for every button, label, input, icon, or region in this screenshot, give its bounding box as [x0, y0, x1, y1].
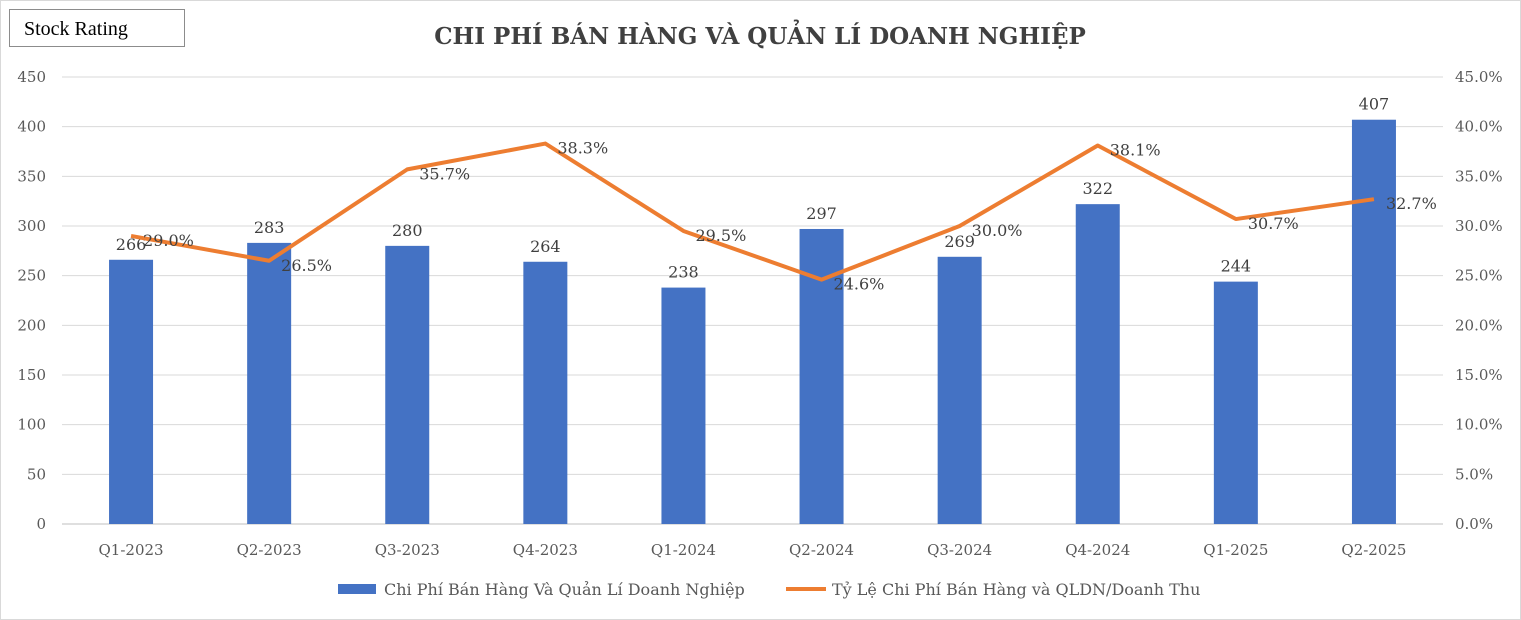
bar: [937, 256, 982, 524]
line-data-label: 26.5%: [281, 256, 332, 275]
legend-label-bar: Chi Phí Bán Hàng Và Quản Lí Doanh Nghiệp: [384, 580, 745, 599]
left-tick-label: 400: [17, 118, 46, 136]
bar: [109, 259, 154, 524]
right-tick-label: 45.0%: [1455, 68, 1503, 86]
x-tick-label: Q4-2023: [513, 541, 578, 559]
bar-data-label: 280: [392, 221, 423, 240]
line-data-label: 32.7%: [1386, 194, 1437, 213]
line-data-label: 29.0%: [143, 231, 194, 250]
legend-label-line: Tỷ Lệ Chi Phí Bán Hàng và QLDN/Doanh Thu: [832, 580, 1200, 599]
right-tick-label: 20.0%: [1455, 316, 1503, 334]
left-axis-ticks: 0 50 100 150 200 250 300 350 400 450: [17, 68, 46, 533]
x-tick-label: Q4-2024: [1065, 541, 1130, 559]
left-tick-label: 100: [17, 416, 46, 434]
bar: [247, 242, 292, 525]
line-data-label: 29.5%: [695, 226, 746, 245]
right-tick-label: 30.0%: [1455, 217, 1503, 235]
stock-rating-badge[interactable]: Stock Rating: [9, 9, 185, 47]
gridlines: [62, 76, 1443, 525]
bar-series: 266 283 280 264 238 297 269 322 244 407: [109, 95, 1396, 525]
bar-data-label: 407: [1359, 95, 1390, 114]
line-series: 29.0% 26.5% 35.7% 38.3% 29.5% 24.6% 30.0% 38.1%…: [130, 139, 1437, 294]
x-tick-label: Q2-2024: [789, 541, 854, 559]
x-tick-label: Q2-2025: [1341, 541, 1406, 559]
x-tick-label: Q1-2023: [99, 541, 164, 559]
left-tick-label: 50: [27, 465, 46, 483]
left-tick-label: 150: [17, 366, 46, 384]
line-data-label: 24.6%: [834, 275, 885, 294]
left-tick-label: 450: [17, 68, 46, 86]
x-axis-ticks: Q1-2023 Q2-2023 Q3-2023 Q4-2023 Q1-2024 Q2-20…: [99, 541, 1407, 559]
line-data-label: 38.3%: [557, 139, 608, 158]
x-tick-label: Q3-2024: [927, 541, 992, 559]
left-tick-label: 0: [36, 515, 46, 533]
bar-data-label: 322: [1082, 179, 1113, 198]
right-tick-label: 15.0%: [1455, 366, 1503, 384]
x-tick-label: Q1-2024: [651, 541, 716, 559]
legend-swatch-bar: [338, 584, 376, 594]
bar: [1213, 281, 1258, 524]
right-tick-label: 25.0%: [1455, 267, 1503, 285]
bar-data-label: 244: [1221, 257, 1252, 276]
bar-data-label: 283: [254, 218, 285, 237]
bar-data-label: 269: [944, 232, 975, 251]
line-path: [130, 141, 1375, 282]
line-data-label: 30.7%: [1248, 214, 1299, 233]
bar-data-label: 297: [806, 204, 837, 223]
x-tick-label: Q2-2023: [237, 541, 302, 559]
line-data-label: 35.7%: [419, 164, 470, 183]
x-tick-label: Q3-2023: [375, 541, 440, 559]
left-tick-label: 300: [17, 217, 46, 235]
left-tick-label: 200: [17, 316, 46, 334]
right-tick-label: 10.0%: [1455, 416, 1503, 434]
legend: Chi Phí Bán Hàng Và Quản Lí Doanh Nghiệp…: [338, 580, 1200, 599]
bar-data-label: 238: [668, 263, 699, 282]
right-tick-label: 35.0%: [1455, 167, 1503, 185]
chart-title: CHI PHÍ BÁN HÀNG VÀ QUẢN LÍ DOANH NGHIỆP: [434, 20, 1086, 50]
bar: [661, 287, 706, 524]
line-data-label: 38.1%: [1110, 141, 1161, 160]
bar: [385, 245, 430, 524]
bar-data-label: 264: [530, 237, 561, 256]
bar: [1075, 204, 1120, 524]
right-tick-label: 40.0%: [1455, 118, 1503, 136]
left-tick-label: 250: [17, 267, 46, 285]
bar: [1351, 119, 1396, 525]
right-tick-label: 0.0%: [1455, 515, 1493, 533]
right-tick-label: 5.0%: [1455, 465, 1493, 483]
bar-data-label: 266: [116, 235, 147, 254]
line-data-label: 30.0%: [972, 221, 1023, 240]
left-tick-label: 350: [17, 167, 46, 185]
x-tick-label: Q1-2025: [1203, 541, 1268, 559]
right-axis-ticks: 0.0% 5.0% 10.0% 15.0% 20.0% 25.0% 30.0% 35.0% 40…: [1455, 68, 1503, 533]
bar: [523, 261, 568, 524]
